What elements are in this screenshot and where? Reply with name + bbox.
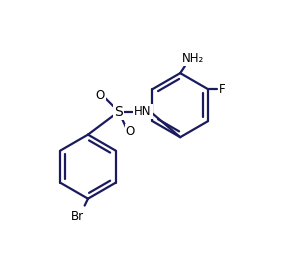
Text: Br: Br bbox=[71, 210, 83, 223]
Text: HN: HN bbox=[134, 105, 152, 118]
Text: S: S bbox=[114, 105, 123, 119]
Text: NH₂: NH₂ bbox=[182, 52, 204, 65]
Text: F: F bbox=[219, 83, 226, 96]
Text: O: O bbox=[126, 125, 135, 138]
Text: O: O bbox=[95, 89, 105, 102]
